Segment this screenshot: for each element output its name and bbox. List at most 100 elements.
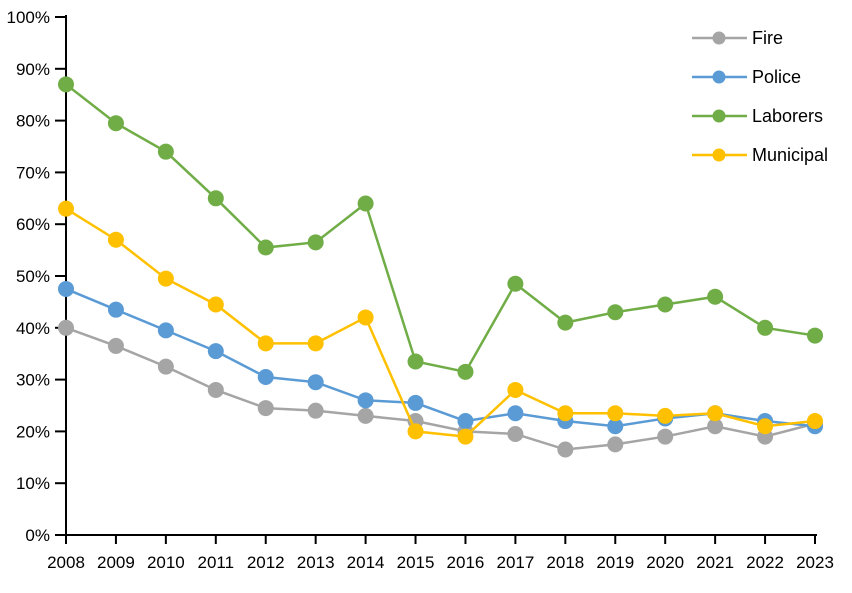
series-point-laborers xyxy=(307,234,324,251)
legend-marker-municipal xyxy=(692,148,747,161)
series-point-laborers xyxy=(507,275,524,292)
series-line-fire xyxy=(65,326,816,451)
series-point-police xyxy=(457,413,474,430)
series-point-municipal xyxy=(107,231,124,248)
legend-item-municipal: Municipal xyxy=(692,135,828,174)
series-point-fire xyxy=(207,381,224,398)
series-point-fire xyxy=(307,402,324,419)
series-point-laborers xyxy=(257,239,274,256)
series-point-laborers xyxy=(207,190,224,207)
series-point-fire xyxy=(58,319,74,336)
series-point-police xyxy=(107,301,124,318)
series-point-laborers xyxy=(707,288,724,305)
series-point-laborers xyxy=(457,363,474,380)
series-point-laborers xyxy=(357,195,374,212)
series-point-police xyxy=(507,405,524,422)
series-point-municipal xyxy=(607,405,624,422)
y-axis-tick-label: 0% xyxy=(25,526,50,545)
series-point-municipal xyxy=(807,413,823,430)
series-point-fire xyxy=(507,425,524,442)
series-line-police xyxy=(65,287,816,428)
legend-label-police: Police xyxy=(752,66,802,87)
legend-item-laborers: Laborers xyxy=(692,96,828,135)
series-point-fire xyxy=(107,337,124,354)
series-point-police xyxy=(407,394,424,411)
series-point-municipal xyxy=(757,418,774,435)
y-axis-tick-label: 10% xyxy=(16,474,50,493)
series-point-fire xyxy=(157,358,174,375)
series-point-police xyxy=(607,418,624,435)
y-axis-tick-label: 50% xyxy=(16,267,50,286)
series-point-municipal xyxy=(707,405,724,422)
y-axis-tick-label: 40% xyxy=(16,319,50,338)
legend-label-fire: Fire xyxy=(752,27,783,48)
x-axis-tick-label: 2019 xyxy=(596,553,634,572)
x-axis-tick-label: 2011 xyxy=(198,553,235,572)
x-axis-tick-label: 2018 xyxy=(546,553,584,572)
y-axis-tick-label: 20% xyxy=(16,422,50,441)
series-point-laborers xyxy=(157,143,174,160)
x-axis-tick-label: 2015 xyxy=(397,553,435,572)
x-axis-tick-label: 2016 xyxy=(447,553,485,572)
series-point-municipal xyxy=(407,423,424,440)
series-point-fire xyxy=(357,407,374,424)
series-point-municipal xyxy=(657,407,674,424)
series-line-laborers xyxy=(65,83,816,374)
series-point-fire xyxy=(607,436,624,453)
y-axis-tick-label: 30% xyxy=(16,371,50,390)
legend-dot-municipal xyxy=(712,148,726,161)
series-point-municipal xyxy=(507,381,524,398)
x-axis-tick-label: 2009 xyxy=(97,553,135,572)
x-axis-tick-label: 2021 xyxy=(696,553,734,572)
legend-marker-laborers xyxy=(692,109,747,122)
y-axis-tick-label: 90% xyxy=(16,60,50,79)
series-point-laborers xyxy=(807,327,823,344)
series-point-police xyxy=(58,280,74,297)
series-point-municipal xyxy=(557,405,574,422)
y-axis-tick-label: 60% xyxy=(16,215,50,234)
series-point-laborers xyxy=(607,304,624,321)
legend-marker-police xyxy=(692,70,747,83)
series-point-laborers xyxy=(757,319,774,336)
legend-item-fire: Fire xyxy=(692,18,828,57)
legend: Fire Police Laborers Municipal xyxy=(692,18,828,174)
x-axis-tick-label: 2022 xyxy=(746,553,784,572)
series-point-laborers xyxy=(557,314,574,331)
legend-dot-laborers xyxy=(712,109,726,122)
series-point-municipal xyxy=(58,200,74,217)
x-axis-tick-label: 2014 xyxy=(347,553,385,572)
series-point-laborers xyxy=(58,76,74,93)
y-axis-tick-label: 70% xyxy=(16,163,50,182)
series-point-municipal xyxy=(207,296,224,313)
series-point-municipal xyxy=(307,335,324,352)
x-axis-tick-label: 2023 xyxy=(796,553,834,572)
legend-dot-fire xyxy=(712,31,726,44)
series-point-municipal xyxy=(257,335,274,352)
series-point-police xyxy=(357,392,374,409)
series-point-fire xyxy=(257,400,274,417)
y-axis-tick-label: 80% xyxy=(16,112,50,131)
series-point-fire xyxy=(657,428,674,445)
x-axis-tick-label: 2013 xyxy=(297,553,335,572)
x-axis-tick-label: 2010 xyxy=(147,553,185,572)
series-point-laborers xyxy=(657,296,674,313)
series-point-police xyxy=(207,343,224,360)
legend-dot-police xyxy=(712,70,726,83)
series-line-municipal xyxy=(65,207,816,438)
x-axis-tick-label: 2012 xyxy=(247,553,285,572)
series-point-laborers xyxy=(107,115,124,132)
series-point-municipal xyxy=(357,309,374,326)
legend-marker-fire xyxy=(692,31,747,44)
series-point-police xyxy=(307,374,324,391)
series-point-fire xyxy=(707,418,724,435)
x-axis-tick-label: 2020 xyxy=(646,553,684,572)
series-point-laborers xyxy=(407,353,424,370)
series-point-police xyxy=(257,369,274,386)
legend-label-laborers: Laborers xyxy=(752,105,824,126)
series-point-municipal xyxy=(157,270,174,287)
x-axis-tick-label: 2017 xyxy=(496,553,534,572)
series-point-police xyxy=(157,322,174,339)
x-axis-tick-label: 2008 xyxy=(47,553,85,572)
